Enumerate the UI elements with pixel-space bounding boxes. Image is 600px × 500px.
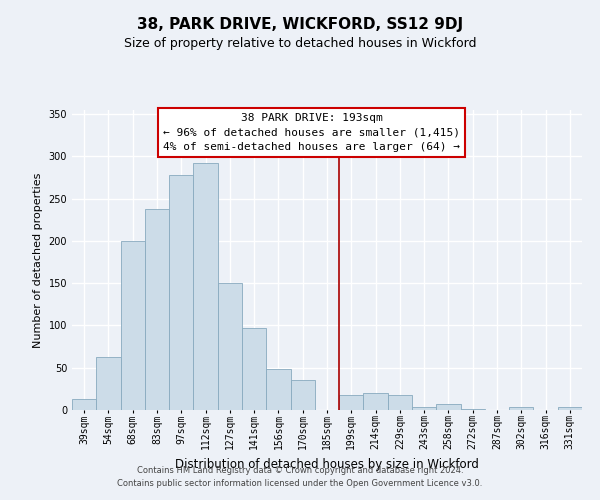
Bar xyxy=(242,328,266,410)
Bar xyxy=(218,283,242,410)
Bar xyxy=(266,370,290,410)
Bar xyxy=(461,409,485,410)
Bar xyxy=(339,395,364,410)
Bar xyxy=(96,357,121,410)
Text: 38 PARK DRIVE: 193sqm
← 96% of detached houses are smaller (1,415)
4% of semi-de: 38 PARK DRIVE: 193sqm ← 96% of detached … xyxy=(163,113,460,152)
Bar xyxy=(290,380,315,410)
Text: Size of property relative to detached houses in Wickford: Size of property relative to detached ho… xyxy=(124,38,476,51)
Text: 38, PARK DRIVE, WICKFORD, SS12 9DJ: 38, PARK DRIVE, WICKFORD, SS12 9DJ xyxy=(137,18,463,32)
Bar xyxy=(388,395,412,410)
Bar xyxy=(121,241,145,410)
Bar xyxy=(193,163,218,410)
Bar xyxy=(509,406,533,410)
Bar xyxy=(145,209,169,410)
Bar xyxy=(72,399,96,410)
Text: Contains HM Land Registry data © Crown copyright and database right 2024.
Contai: Contains HM Land Registry data © Crown c… xyxy=(118,466,482,487)
Bar xyxy=(558,406,582,410)
Bar xyxy=(412,406,436,410)
X-axis label: Distribution of detached houses by size in Wickford: Distribution of detached houses by size … xyxy=(175,458,479,471)
Bar xyxy=(169,175,193,410)
Bar xyxy=(364,393,388,410)
Bar xyxy=(436,404,461,410)
Y-axis label: Number of detached properties: Number of detached properties xyxy=(33,172,43,348)
